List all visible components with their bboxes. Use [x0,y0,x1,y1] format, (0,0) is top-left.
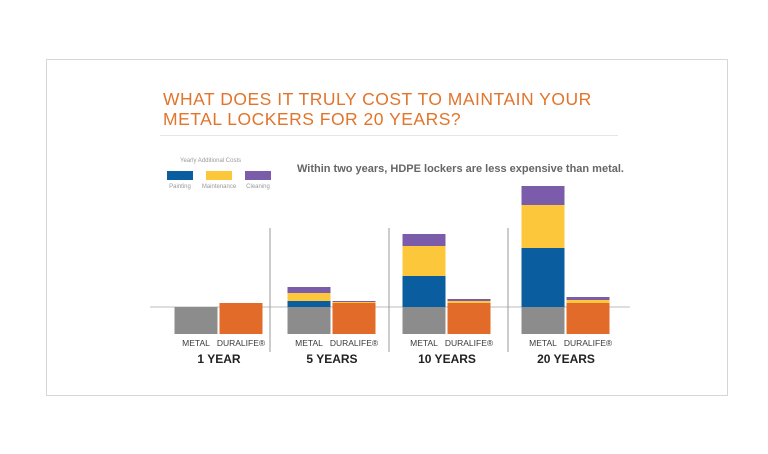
legend-swatch-painting [167,171,193,180]
group-label-5-years: 5 YEARS [306,352,357,366]
bar-10-years-duralife-maintenance [447,301,491,303]
chart-annotation: Within two years, HDPE lockers are less … [297,163,624,175]
bar-label-10-years-metal: METAL [410,338,438,348]
bar-5-years-metal-base [287,307,331,334]
bar-label-20-years-duralife: DURALIFE® [564,338,613,348]
bar-5-years-duralife-maintenance [332,302,376,303]
bar-5-years-metal-maintenance [287,293,331,301]
group-label-20-years: 20 YEARS [537,352,595,366]
bar-10-years-duralife-cleaning [447,299,491,301]
legend-label-cleaning: Cleaning [246,184,270,190]
title-line-2: METAL LOCKERS FOR 20 YEARS? [163,109,462,129]
bar-20-years-duralife-maintenance [566,300,610,303]
legend-label-maintenance: Maintenance [201,184,237,190]
bar-20-years-metal-base [521,307,565,334]
bar-10-years-duralife-base [447,303,491,334]
bar-20-years-metal-maintenance [521,205,565,248]
bar-label-20-years-metal: METAL [529,338,557,348]
bar-20-years-duralife-cleaning [566,297,610,300]
bar-5-years-metal-painting [287,301,331,307]
bar-10-years-metal-maintenance [402,246,446,276]
bar-5-years-metal-cleaning [287,287,331,293]
bar-5-years-duralife-base [332,303,376,334]
legend-swatch-cleaning [245,171,271,180]
legend-item-maintenance: Maintenance [199,171,239,190]
title-divider [160,135,618,136]
bar-10-years-metal-cleaning [402,234,446,246]
bar-20-years-duralife-base [566,303,610,334]
legend-swatch-maintenance [206,171,232,180]
bar-label-1-year-metal: METAL [182,338,210,348]
legend-title: Yearly Additional Costs [180,158,242,164]
infographic-frame [46,59,728,396]
legend-item-cleaning: Cleaning [238,171,278,190]
bar-1-year-duralife-base [219,303,263,334]
bar-label-5-years-duralife: DURALIFE® [330,338,379,348]
bar-20-years-metal-cleaning [521,186,565,205]
chart-title: WHAT DOES IT TRULY COST TO MAINTAIN YOUR… [163,89,633,129]
group-label-10-years: 10 YEARS [418,352,476,366]
bar-label-5-years-metal: METAL [295,338,323,348]
group-label-1-year: 1 YEAR [197,352,240,366]
bar-10-years-metal-painting [402,276,446,307]
bar-label-1-year-duralife: DURALIFE® [217,338,266,348]
bar-20-years-metal-painting [521,248,565,307]
title-line-1: WHAT DOES IT TRULY COST TO MAINTAIN YOUR [163,89,592,109]
bar-1-year-metal-base [174,307,218,334]
bar-5-years-duralife-cleaning [332,301,376,302]
legend-item-painting: Painting [160,171,200,190]
bar-label-10-years-duralife: DURALIFE® [445,338,494,348]
legend-label-painting: Painting [169,184,191,190]
bar-10-years-metal-base [402,307,446,334]
